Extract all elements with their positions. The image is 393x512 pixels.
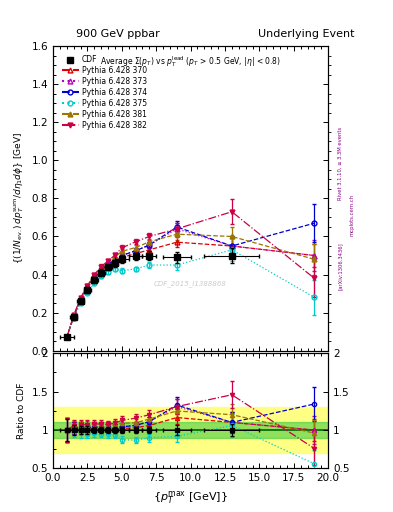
Text: CDF_2015_I1388868: CDF_2015_I1388868 — [154, 281, 227, 287]
Text: mcplots.cern.ch: mcplots.cern.ch — [349, 194, 354, 236]
Legend: CDF, Pythia 6.428 370, Pythia 6.428 373, Pythia 6.428 374, Pythia 6.428 375, Pyt: CDF, Pythia 6.428 370, Pythia 6.428 373,… — [60, 53, 149, 132]
Bar — [53, 407, 328, 453]
Text: [arXiv:1306.3436]: [arXiv:1306.3436] — [338, 242, 342, 290]
Text: 900 GeV ppbar: 900 GeV ppbar — [76, 29, 160, 39]
X-axis label: $\{p_T^{\rm max}$ [GeV]$\}$: $\{p_T^{\rm max}$ [GeV]$\}$ — [153, 489, 228, 506]
Text: Rivet 3.1.10, ≥ 3.3M events: Rivet 3.1.10, ≥ 3.3M events — [338, 127, 342, 201]
Bar — [53, 422, 328, 438]
Text: Underlying Event: Underlying Event — [258, 29, 355, 39]
Y-axis label: Ratio to CDF: Ratio to CDF — [17, 382, 26, 439]
Y-axis label: $\{(1/N_\mathrm{ev.})\,dp_T^\mathrm{sum}/d\eta_1 d\phi\}$ [GeV]: $\{(1/N_\mathrm{ev.})\,dp_T^\mathrm{sum}… — [13, 132, 26, 265]
Text: Average $\Sigma(p_T)$ vs $p_T^{\rm lead}$ ($p_T$ > 0.5 GeV, $|\eta|$ < 0.8): Average $\Sigma(p_T)$ vs $p_T^{\rm lead}… — [100, 54, 281, 69]
